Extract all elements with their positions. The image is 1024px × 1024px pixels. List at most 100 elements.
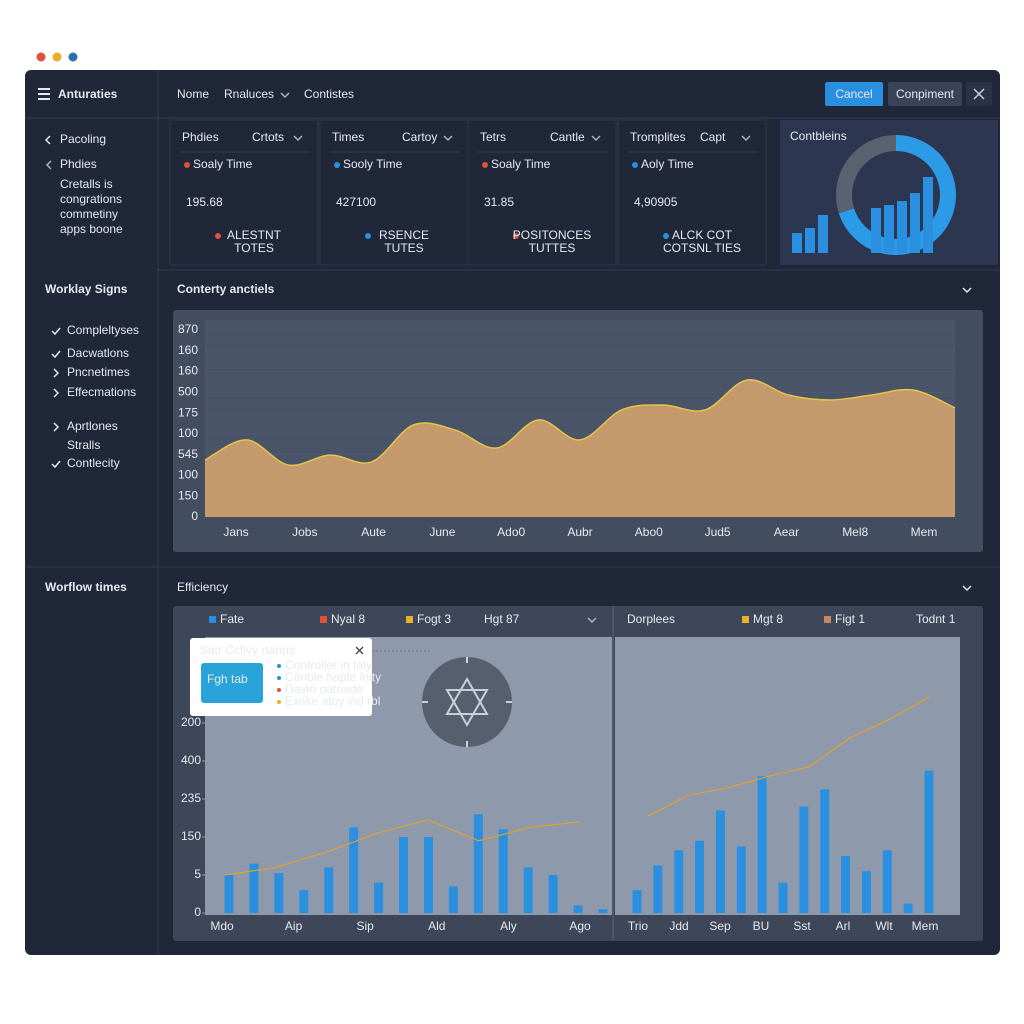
popup-button[interactable] bbox=[201, 663, 263, 703]
y-tick-label: 100 bbox=[178, 426, 198, 440]
bar bbox=[695, 840, 705, 913]
x-tick-label: Jdd bbox=[669, 919, 688, 933]
sidebar-item[interactable]: Stralls bbox=[67, 438, 100, 452]
bar bbox=[903, 903, 913, 913]
icon-down bbox=[591, 135, 601, 142]
y-tick-label: 5 bbox=[194, 867, 201, 881]
card-subtitle: Soaly Time bbox=[193, 157, 253, 171]
section-title: Efficiency bbox=[177, 580, 228, 594]
icon-down bbox=[962, 585, 972, 592]
sidebar-note: Cretalls is bbox=[60, 177, 113, 191]
y-tick-label: 235 bbox=[181, 791, 201, 805]
nav-link[interactable]: Nome bbox=[177, 87, 209, 101]
card-footer: COTSNL TIES bbox=[663, 241, 741, 255]
sidebar-note: congrations bbox=[60, 192, 122, 206]
mini-bar bbox=[792, 233, 802, 253]
close-icon[interactable] bbox=[973, 88, 985, 100]
card-menu[interactable]: Cartoy bbox=[402, 130, 437, 144]
popup-title: Satr Cctivy rtanns bbox=[200, 643, 295, 657]
legend-label[interactable]: Hgt 87 bbox=[484, 612, 520, 626]
sidebar-item[interactable]: Dacwatlons bbox=[67, 346, 129, 360]
legend-swatch bbox=[320, 616, 327, 623]
x-tick-label: Wlt bbox=[875, 919, 893, 933]
bar bbox=[674, 850, 684, 913]
stat-card bbox=[467, 119, 617, 266]
legend-label[interactable]: Dorplees bbox=[627, 612, 675, 626]
x-tick-label: Abo0 bbox=[635, 525, 663, 539]
mini-bar bbox=[884, 205, 894, 253]
legend-swatch bbox=[824, 616, 831, 623]
x-tick-label: BU bbox=[753, 919, 770, 933]
x-tick-label: Mem bbox=[911, 525, 938, 539]
brand: Anturaties bbox=[58, 87, 118, 101]
card-menu[interactable]: Crtots bbox=[252, 130, 284, 144]
bar bbox=[598, 909, 608, 913]
emblem bbox=[422, 657, 512, 747]
icon-chevron bbox=[53, 368, 60, 378]
button[interactable] bbox=[888, 82, 962, 106]
x-tick-label: Aear bbox=[774, 525, 799, 539]
sidebar-item[interactable]: Aprtlones bbox=[67, 419, 118, 433]
status-dot bbox=[184, 162, 190, 168]
plot-area bbox=[615, 637, 960, 915]
bar bbox=[632, 890, 642, 913]
x-tick-label: Aly bbox=[500, 919, 517, 933]
x-tick-label: Sst bbox=[793, 919, 811, 933]
legend-label[interactable]: Figt 1 bbox=[835, 612, 865, 626]
bar bbox=[274, 873, 284, 913]
legend-label[interactable]: Nyal 8 bbox=[331, 612, 365, 626]
sidebar-item[interactable]: Phdies bbox=[60, 157, 97, 171]
popup-item: Conble hapte inity bbox=[285, 670, 381, 684]
legend-label[interactable]: Fogt 3 bbox=[417, 612, 451, 626]
card-value: 427100 bbox=[336, 195, 376, 209]
y-tick-label: 400 bbox=[181, 753, 201, 767]
stat-card bbox=[617, 119, 767, 266]
legend-label[interactable]: Fate bbox=[220, 612, 244, 626]
icon-down bbox=[293, 135, 303, 142]
nav-link[interactable]: Contistes bbox=[304, 87, 354, 101]
bar bbox=[736, 846, 746, 913]
card-subtitle: Aoly Time bbox=[641, 157, 694, 171]
button[interactable] bbox=[825, 82, 883, 106]
bar bbox=[498, 829, 508, 913]
legend-label[interactable]: Mgt 8 bbox=[753, 612, 783, 626]
bar bbox=[778, 882, 788, 913]
bar bbox=[224, 875, 234, 913]
sidebar-note: commetiny bbox=[60, 207, 118, 221]
bar bbox=[299, 890, 309, 913]
sidebar-item[interactable]: Effecmations bbox=[67, 385, 136, 399]
sidebar-heading: Worklay Signs bbox=[45, 282, 128, 296]
sidebar-item[interactable]: Contlecity bbox=[67, 456, 120, 470]
button-label[interactable]: Conpiment bbox=[896, 87, 955, 101]
bar bbox=[715, 810, 725, 913]
bar bbox=[249, 863, 259, 913]
button-label[interactable]: Cancel bbox=[835, 87, 872, 101]
x-tick-label: Jobs bbox=[292, 525, 317, 539]
x-tick-label: Sep bbox=[709, 919, 731, 933]
nav-link[interactable]: Rnaluces bbox=[224, 87, 274, 101]
status-dot bbox=[513, 233, 519, 239]
sidebar-item[interactable]: Compleltyses bbox=[67, 323, 139, 337]
donut-segment bbox=[836, 135, 956, 255]
card-menu[interactable]: Capt bbox=[700, 130, 726, 144]
bar bbox=[861, 871, 871, 913]
trend-line bbox=[647, 695, 931, 817]
bar bbox=[841, 856, 851, 913]
card-menu[interactable]: Cantle bbox=[550, 130, 585, 144]
x-tick-label: Jans bbox=[223, 525, 248, 539]
mini-bar bbox=[805, 228, 815, 253]
legend-label[interactable]: Todnt 1 bbox=[916, 612, 956, 626]
popup-button-label[interactable]: Fgh tab bbox=[207, 672, 248, 686]
menu-icon[interactable] bbox=[38, 88, 50, 100]
popup-close[interactable] bbox=[355, 646, 364, 655]
card-title: Times bbox=[332, 130, 364, 144]
bullet bbox=[277, 700, 281, 704]
bar bbox=[448, 886, 458, 913]
bar bbox=[882, 850, 892, 913]
sidebar-item[interactable]: Pncnetimes bbox=[67, 365, 130, 379]
y-tick-label: 870 bbox=[178, 322, 198, 336]
card-value: 195.68 bbox=[186, 195, 223, 209]
card-footer: POSITONCES bbox=[513, 228, 591, 242]
x-tick-label: Mem bbox=[912, 919, 939, 933]
x-tick-label: June bbox=[429, 525, 455, 539]
